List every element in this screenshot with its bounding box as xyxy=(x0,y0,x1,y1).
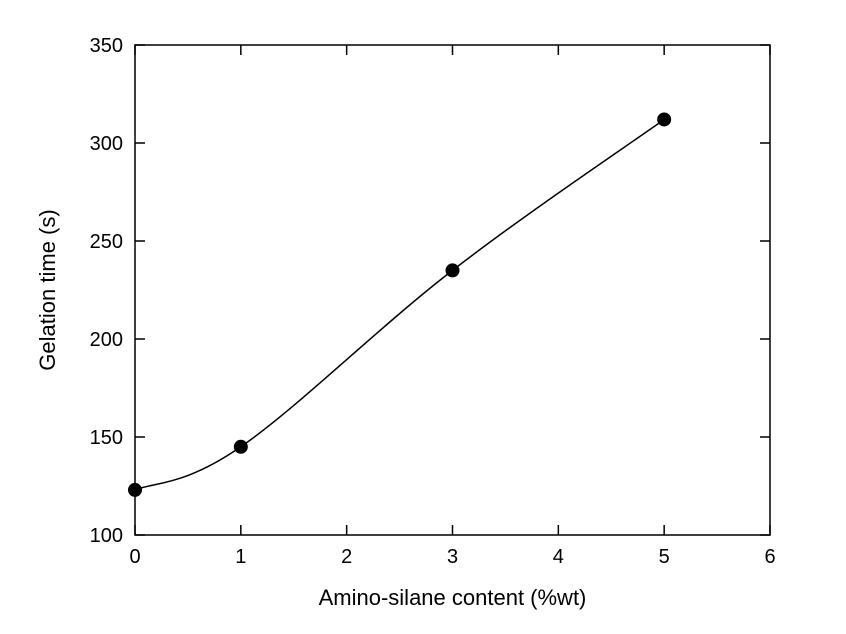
x-tick-label: 5 xyxy=(659,546,670,568)
x-tick-label: 4 xyxy=(553,546,564,568)
y-tick-label: 300 xyxy=(90,133,123,155)
data-marker xyxy=(234,440,247,453)
y-tick-label: 150 xyxy=(90,427,123,449)
y-tick-label: 100 xyxy=(90,525,123,547)
x-tick-label: 0 xyxy=(129,546,140,568)
y-axis-title: Gelation time (s) xyxy=(35,209,60,370)
series-line xyxy=(135,119,664,489)
data-marker xyxy=(658,113,671,126)
y-tick-label: 200 xyxy=(90,329,123,351)
x-tick-label: 3 xyxy=(447,546,458,568)
x-tick-label: 2 xyxy=(341,546,352,568)
plot-frame xyxy=(135,45,770,535)
y-tick-label: 250 xyxy=(90,231,123,253)
x-axis-title: Amino-silane content (%wt) xyxy=(319,585,587,610)
x-tick-label: 6 xyxy=(764,546,775,568)
chart-svg: 0 1 2 3 4 5 6 100 150 200 250 300 350 Amino-silane co… xyxy=(0,0,846,634)
chart-container: 0 1 2 3 4 5 6 100 150 200 250 300 350 Amino-silane co… xyxy=(0,0,846,634)
data-marker xyxy=(446,264,459,277)
data-marker xyxy=(129,483,142,496)
x-tick-label: 1 xyxy=(235,546,246,568)
y-tick-label: 350 xyxy=(90,35,123,57)
